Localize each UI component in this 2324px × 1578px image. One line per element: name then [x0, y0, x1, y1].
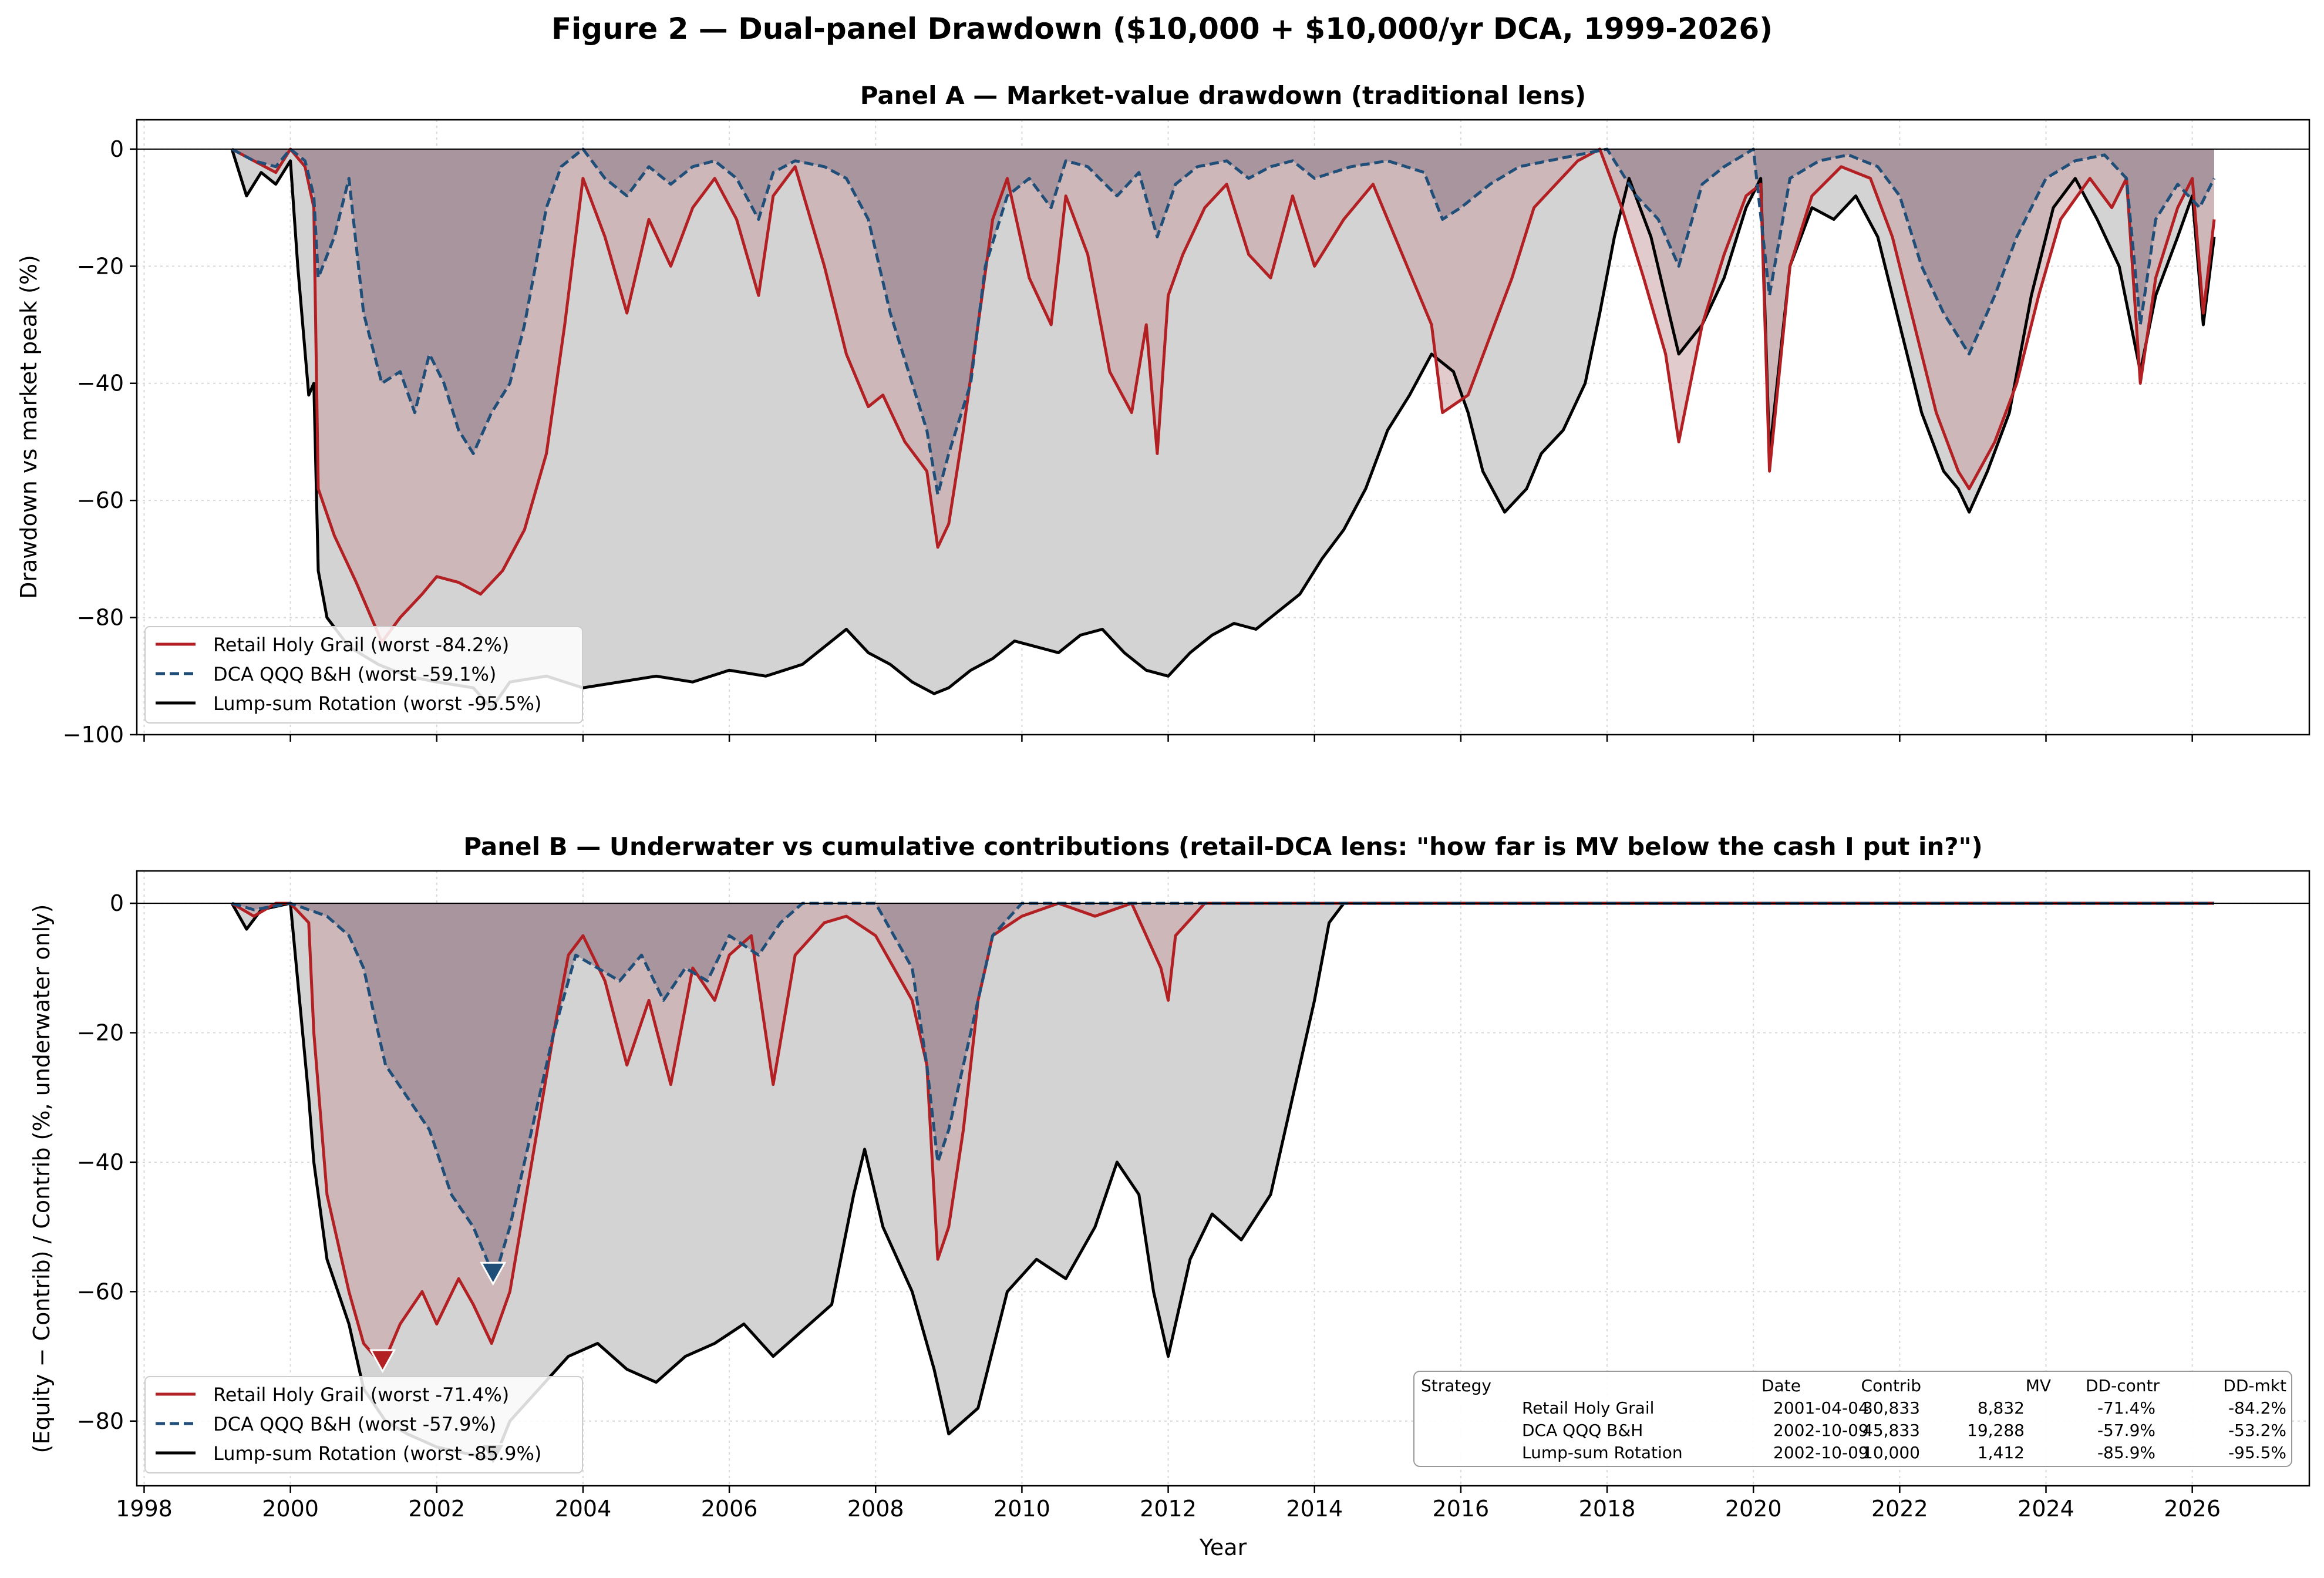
panel-a-legend: Retail Holy Grail (worst -84.2%) DCA QQQ…: [144, 626, 583, 724]
y-tick-label: 0: [110, 890, 124, 916]
legend-label-retail: Retail Holy Grail (worst -84.2%): [213, 634, 509, 656]
legend-box: [144, 1376, 583, 1473]
table-row-retail-contrib: 30,833: [1862, 1398, 1920, 1418]
table-header-contrib: Contrib: [1861, 1376, 1921, 1395]
legend-label-lump: Lump-sum Rotation (worst -95.5%): [213, 692, 541, 715]
x-tick-label: 2022: [1871, 1496, 1928, 1522]
x-tick-label: 1998: [116, 1496, 173, 1522]
table-row-retail-mv: 8,832: [1978, 1398, 2025, 1418]
y-tick-label: 0: [110, 136, 124, 162]
legend-box: [144, 626, 583, 724]
area-fill-series-1: [232, 903, 2214, 1278]
x-tick-label: 2018: [1579, 1496, 1636, 1522]
worst-marker-1: [480, 1261, 507, 1286]
x-tick-label: 2008: [847, 1496, 904, 1522]
table-row-dca-mv: 19,288: [1967, 1421, 2025, 1440]
worst-marker-0: [369, 1349, 396, 1374]
table-header-mv: MV: [2026, 1376, 2051, 1395]
table-row-retail-dd-mkt: -84.2%: [2228, 1398, 2286, 1418]
table-row-dca-dd-contr: -57.9%: [2097, 1421, 2155, 1440]
y-tick-label: −100: [63, 722, 124, 748]
table-row-lump-dd-contr: -85.9%: [2097, 1443, 2155, 1462]
panel-b-ticks: 1998 2000 2002 2004 2006 2008 2010 2012 2014 2016…: [77, 890, 2221, 1522]
table-header-strategy: Strategy: [1421, 1376, 1491, 1395]
y-tick-label: −20: [77, 253, 124, 279]
y-tick-label: −20: [77, 1020, 124, 1046]
table-row-lump-contrib: 10,000: [1862, 1443, 1920, 1462]
panel-a-frame: [136, 119, 2310, 736]
series-line-1: [231, 901, 2214, 1280]
panel-b-ylabel: (Equity − Contrib) / Contrib (%, underwa…: [29, 904, 55, 1453]
x-tick-label: 2020: [1725, 1496, 1782, 1522]
x-tick-label: 2024: [2017, 1496, 2074, 1522]
series-line-1: [231, 147, 2216, 496]
table-header-dd-contr: DD-contr: [2086, 1376, 2160, 1395]
table-row-dca-dd-mkt: -53.2%: [2228, 1421, 2286, 1440]
x-tick-label: 2026: [2164, 1496, 2221, 1522]
x-tick-label: 2006: [701, 1496, 758, 1522]
y-tick-label: −40: [77, 371, 124, 396]
y-tick-label: −60: [77, 487, 124, 513]
table-row-lump-date: 2002-10-09: [1773, 1443, 1869, 1462]
panel-a-ylabel: Drawdown vs market peak (%): [16, 255, 42, 599]
legend-label-retail: Retail Holy Grail (worst -71.4%): [213, 1384, 509, 1406]
area-fill-series-2: [232, 903, 2214, 1459]
legend-label-dca: DCA QQQ B&H (worst -59.1%): [213, 663, 496, 685]
legend-label-lump: Lump-sum Rotation (worst -85.9%): [213, 1442, 541, 1465]
x-tick-label: 2004: [555, 1496, 612, 1522]
table-row-lump-dd-mkt: -95.5%: [2228, 1443, 2286, 1462]
figure-title: Figure 2 — Dual-panel Drawdown ($10,000 …: [551, 12, 1773, 46]
x-tick-label: 2000: [262, 1496, 319, 1522]
stats-table: Strategy Date Contrib MV DD-contr DD-mkt…: [1413, 1371, 2292, 1467]
series-line-0: [231, 147, 2216, 644]
x-tick-label: 2016: [1433, 1496, 1490, 1522]
y-tick-label: −60: [77, 1278, 124, 1304]
x-tick-label: 2002: [408, 1496, 465, 1522]
stats-table-box: [1413, 1371, 2292, 1467]
panel-a: Panel A — Market-value drawdown (traditi…: [16, 81, 2310, 748]
x-axis-label: Year: [1199, 1535, 1247, 1560]
panel-a-ticks: 0 −20 −40 −60 −80 −100: [63, 136, 2193, 748]
y-tick-label: −80: [77, 605, 124, 631]
table-row-dca-date: 2002-10-09: [1773, 1421, 1869, 1440]
table-row-dca-strategy: DCA QQQ B&H: [1522, 1421, 1643, 1440]
panel-b-title: Panel B — Underwater vs cumulative contr…: [463, 832, 1983, 861]
legend-label-dca: DCA QQQ B&H (worst -57.9%): [213, 1413, 496, 1435]
x-tick-label: 2010: [993, 1496, 1050, 1522]
x-tick-label: 2014: [1286, 1496, 1343, 1522]
table-header-dd-mkt: DD-mkt: [2223, 1376, 2286, 1395]
panel-a-title: Panel A — Market-value drawdown (traditi…: [860, 81, 1586, 110]
panel-b: Panel B — Underwater vs cumulative contr…: [29, 832, 2310, 1560]
table-row-retail-strategy: Retail Holy Grail: [1522, 1398, 1654, 1418]
area-fill-series-1: [232, 149, 2214, 495]
y-tick-label: −40: [77, 1149, 124, 1175]
panel-b-legend: Retail Holy Grail (worst -71.4%) DCA QQQ…: [144, 1376, 583, 1473]
table-row-lump-mv: 1,412: [1978, 1443, 2025, 1462]
table-header-date: Date: [1761, 1376, 1801, 1395]
y-tick-label: −80: [77, 1408, 124, 1434]
table-row-dca-contrib: 45,833: [1862, 1421, 1920, 1440]
table-row-retail-date: 2001-04-04: [1773, 1398, 1869, 1418]
table-row-retail-dd-contr: -71.4%: [2097, 1398, 2155, 1418]
table-row-lump-strategy: Lump-sum Rotation: [1522, 1443, 1683, 1462]
panel-b-frame: [136, 870, 2310, 1487]
x-tick-label: 2012: [1140, 1496, 1197, 1522]
